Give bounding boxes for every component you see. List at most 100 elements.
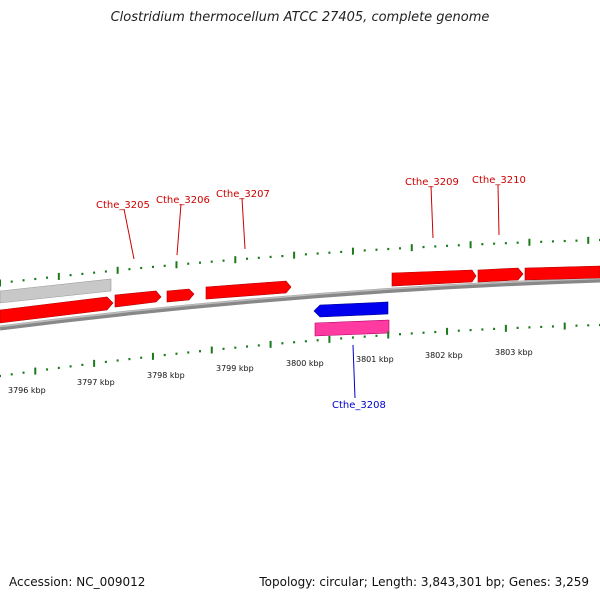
upper-arc-minor-tick: [340, 250, 343, 254]
leader-cthe-3205: [123, 208, 135, 260]
lower-arc-minor-tick: [410, 332, 413, 335]
lower-arc-minor-tick: [57, 366, 60, 370]
upper-arc-major-tick: [587, 236, 590, 244]
genome-summary: Topology: circular; Length: 3,843,301 bp…: [259, 575, 589, 589]
lower-arc-major-tick: [563, 322, 566, 330]
lower-arc-minor-tick: [587, 324, 590, 327]
lower-arc-minor-tick: [316, 339, 319, 342]
lower-arc-minor-tick: [434, 330, 437, 334]
lower-arc-minor-tick: [399, 333, 401, 336]
gene-arrow-cthe-3207: [205, 280, 292, 300]
scale-label-3796: 3796 kbp: [8, 386, 46, 395]
upper-arc-minor-tick: [481, 243, 484, 246]
upper-arc-major-tick: [116, 266, 119, 274]
lower-arc-minor-tick: [375, 334, 378, 337]
upper-arc-minor-tick: [269, 255, 272, 259]
upper-arc-minor-tick: [375, 248, 378, 251]
lower-arc-minor-tick: [469, 328, 472, 332]
upper-arc-minor-tick: [446, 244, 449, 247]
lower-arc-minor-tick: [140, 356, 143, 359]
gene-label-cthe-3207[interactable]: Cthe_3207: [216, 189, 270, 200]
upper-arc-minor-tick: [281, 254, 284, 258]
upper-arc-minor-tick: [210, 260, 213, 263]
lower-arc-minor-tick: [116, 359, 119, 362]
map-title: Clostridium thermocellum ATCC 27405, com…: [110, 10, 490, 25]
gene-label-cthe-3209[interactable]: Cthe_3209: [405, 177, 459, 188]
upper-arc-minor-tick: [422, 245, 425, 249]
lower-arc-minor-tick: [163, 353, 166, 357]
scale-label-3802: 3802 kbp: [425, 351, 463, 360]
lower-arc-minor-tick: [351, 336, 354, 339]
lower-arc-minor-tick: [128, 357, 131, 361]
feature-grey: [0, 278, 112, 304]
lower-arc-minor-tick: [257, 344, 260, 347]
lower-arc-major-tick: [151, 352, 154, 360]
lower-arc-major-tick: [328, 335, 331, 343]
upper-arc-minor-tick: [328, 251, 331, 254]
lower-arc-major-tick: [93, 359, 96, 367]
genome-backbone-highlight: [0, 277, 600, 328]
lower-arc-minor-tick: [199, 350, 201, 353]
gene-arrow-cthe-3210: [477, 267, 524, 283]
gene-label-cthe-3210[interactable]: Cthe_3210: [472, 175, 526, 186]
upper-arc-minor-tick: [246, 257, 249, 260]
lower-arc-major-tick: [504, 324, 507, 332]
gene-arrow-cthe-3209: [391, 269, 477, 287]
upper-arc-minor-tick: [34, 277, 37, 281]
accession-label: Accession: NC_009012: [9, 575, 146, 589]
lower-arc-major-tick: [34, 367, 37, 375]
upper-arc-minor-tick: [399, 247, 401, 250]
upper-arc-minor-tick: [551, 240, 554, 243]
upper-arc-major-tick: [234, 256, 237, 264]
lower-arc-major-tick: [210, 346, 213, 354]
upper-arc-minor-tick: [316, 252, 319, 255]
upper-arc-major-tick: [351, 247, 354, 255]
lower-arc-minor-tick: [481, 328, 484, 331]
lower-arc-minor-tick: [46, 368, 49, 371]
genome-backbone: [0, 277, 600, 331]
lower-arc-minor-tick: [293, 341, 296, 344]
gene-arrow-cthe-3206: [166, 288, 195, 303]
leader-cthe-3210: [497, 184, 500, 236]
lower-arc-major-tick: [387, 331, 390, 339]
lower-arc-minor-tick: [540, 325, 543, 329]
lower-arc-minor-tick: [363, 335, 366, 338]
gene-label-cthe-3208[interactable]: Cthe_3208: [332, 400, 386, 411]
leader-cthe-3206: [176, 203, 182, 256]
upper-arc-major-tick: [175, 261, 178, 269]
leader-cthe-3209: [430, 185, 434, 239]
lower-arc-minor-tick: [551, 325, 554, 328]
lower-arc-major-tick: [446, 327, 449, 335]
upper-arc-major-tick: [0, 279, 1, 287]
upper-arc-major-tick: [469, 241, 472, 249]
lower-arc-minor-tick: [104, 360, 107, 364]
upper-arc-minor-tick: [187, 262, 190, 265]
upper-arc-minor-tick: [222, 259, 225, 262]
lower-arc-minor-tick: [22, 371, 25, 374]
lower-arc-minor-tick: [10, 373, 13, 376]
lower-arc-minor-tick: [493, 327, 496, 331]
lower-arc-minor-tick: [575, 324, 578, 327]
scale-label-3800: 3800 kbp: [286, 359, 324, 368]
rna-feature-cthe-3208: [314, 319, 390, 337]
lower-arc-minor-tick: [222, 347, 225, 350]
leader-cthe-3208: [352, 344, 356, 399]
gene-label-cthe-3205[interactable]: Cthe_3205: [96, 200, 150, 211]
upper-arc-minor-tick: [540, 240, 543, 243]
gene-label-cthe-3206[interactable]: Cthe_3206: [156, 195, 210, 206]
lower-arc-minor-tick: [281, 342, 284, 345]
lower-arc-minor-tick: [187, 351, 190, 354]
upper-arc-minor-tick: [46, 276, 49, 279]
upper-arc-major-tick: [410, 244, 413, 252]
scale-label-3803: 3803 kbp: [495, 348, 533, 357]
upper-arc-minor-tick: [434, 245, 437, 248]
gene-arrow-right-partial: [524, 265, 600, 281]
lower-arc-minor-tick: [528, 326, 531, 329]
upper-arc-minor-tick: [22, 279, 25, 282]
lower-arc-minor-tick: [246, 345, 249, 348]
lower-arc-minor-tick: [0, 374, 1, 378]
upper-arc-minor-tick: [140, 266, 143, 270]
upper-arc-minor-tick: [504, 242, 507, 245]
lower-arc-minor-tick: [234, 346, 237, 349]
